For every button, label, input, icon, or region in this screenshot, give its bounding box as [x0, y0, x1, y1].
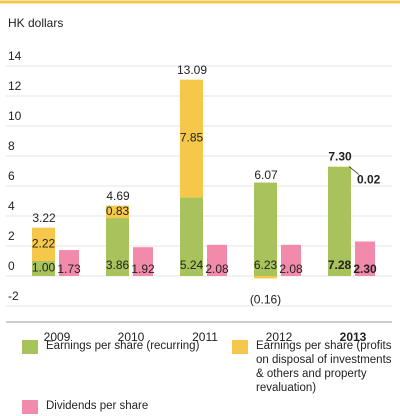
y-tick-label: 14: [8, 49, 22, 63]
bar: [328, 166, 351, 276]
total-label: 4.69: [106, 189, 130, 203]
legend-swatch: [232, 340, 248, 354]
legend-swatch: [22, 340, 38, 354]
y-tick-label: 12: [8, 79, 22, 93]
bar: [207, 244, 227, 276]
value-label: 7.28: [328, 258, 352, 272]
value-label: 7.85: [180, 131, 204, 145]
bar: [133, 247, 153, 276]
bar: [32, 227, 55, 261]
value-label: (0.16): [250, 293, 281, 307]
y-tick-label: 2: [8, 229, 15, 243]
legend-label: Earnings per share (recurring): [46, 340, 200, 352]
value-label: 2.22: [32, 237, 56, 251]
y-axis-label: HK dollars: [8, 16, 63, 30]
bar: [180, 197, 203, 276]
legend-label: Dividends per share: [46, 400, 149, 412]
y-tick-label: 0: [8, 259, 15, 273]
x-tick-label: 2010: [118, 330, 145, 344]
y-tick-label: 4: [8, 199, 15, 213]
bar: [254, 182, 277, 276]
y-tick-label: 10: [8, 109, 22, 123]
total-label: 7.30: [328, 150, 352, 164]
y-tick-label: -2: [8, 289, 19, 303]
value-label: 6.23: [254, 258, 278, 272]
value-label: 2.08: [205, 262, 229, 276]
bar: [59, 250, 79, 276]
value-label: 1.92: [131, 262, 155, 276]
bar: [328, 166, 351, 167]
x-tick-label: 2012: [266, 330, 293, 344]
bar: [106, 218, 129, 276]
bar: [254, 276, 277, 279]
legend-swatch: [22, 400, 38, 414]
total-label: 6.07: [254, 168, 278, 182]
bar: [355, 241, 375, 276]
legend-label: Earnings per share (profits on disposal …: [256, 340, 392, 394]
bar: [32, 261, 55, 276]
leader-line: [348, 166, 360, 175]
value-label: 1.00: [32, 261, 56, 275]
y-tick-label: 8: [8, 139, 15, 153]
x-tick-label: 2013: [340, 330, 367, 344]
total-label: 13.09: [177, 63, 207, 77]
y-tick-label: 6: [8, 169, 15, 183]
bar: [106, 205, 129, 219]
value-label: 3.86: [106, 258, 130, 272]
x-tick-label: 2009: [44, 330, 71, 344]
bar: [281, 244, 301, 276]
bar: [180, 79, 203, 198]
value-label: 0.02: [357, 173, 381, 187]
value-label: 1.73: [57, 262, 81, 276]
value-label: 5.24: [180, 258, 204, 272]
value-label: 0.83: [106, 204, 130, 218]
total-label: 3.22: [32, 211, 56, 225]
x-tick-label: 2011: [192, 330, 218, 344]
value-label: 2.30: [353, 262, 377, 276]
value-label: 2.08: [279, 262, 303, 276]
